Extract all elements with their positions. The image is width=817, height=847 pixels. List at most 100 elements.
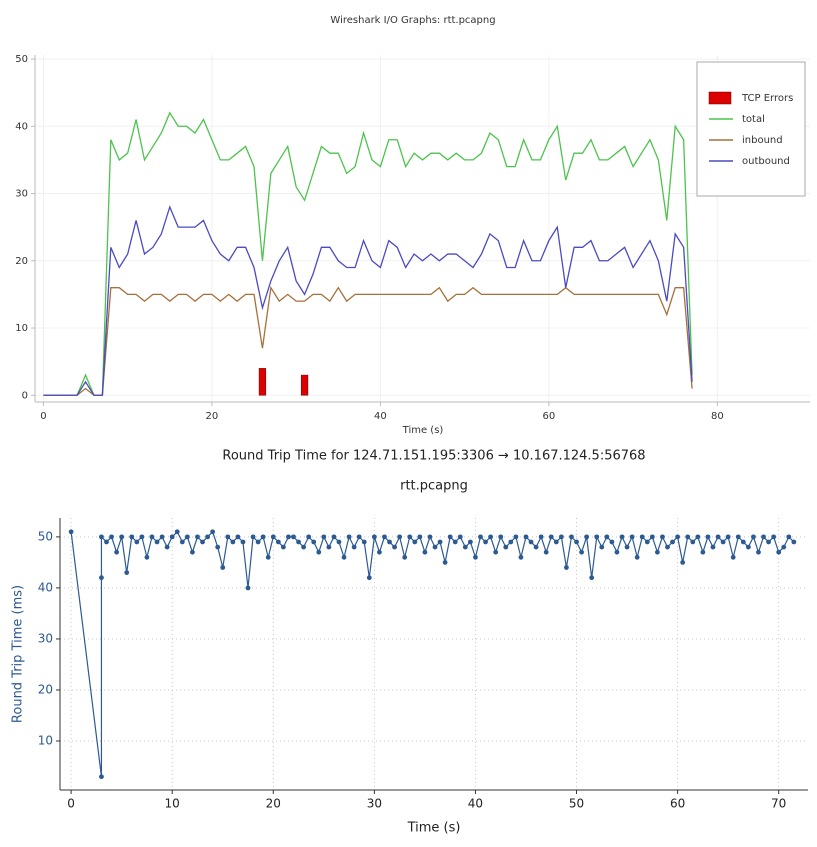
data-point xyxy=(756,549,761,555)
y-tick-label: 30 xyxy=(38,631,53,645)
data-point xyxy=(665,544,670,550)
data-point xyxy=(740,539,746,545)
data-point xyxy=(745,544,751,550)
data-point xyxy=(604,534,610,540)
x-tick-label: 60 xyxy=(542,411,555,422)
data-point xyxy=(695,534,701,540)
series-line xyxy=(43,205,693,396)
data-point xyxy=(316,549,322,555)
x-tick-label: 50 xyxy=(569,797,584,811)
data-point xyxy=(306,534,312,540)
x-axis-label: Time (s) xyxy=(407,821,461,836)
data-point xyxy=(584,534,590,540)
data-point xyxy=(619,534,625,540)
data-point xyxy=(169,534,175,540)
x-axis-label: Time (s) xyxy=(402,425,444,436)
data-point xyxy=(442,559,448,565)
data-point xyxy=(265,554,271,560)
data-point xyxy=(766,539,771,545)
data-point xyxy=(412,539,418,545)
y-tick-label: 40 xyxy=(15,121,28,132)
data-point xyxy=(513,534,519,540)
x-tick-label: 10 xyxy=(165,797,180,811)
data-point xyxy=(356,534,362,540)
data-point xyxy=(215,544,221,550)
y-tick-label: 20 xyxy=(38,682,53,696)
data-point xyxy=(538,534,544,540)
data-point xyxy=(341,554,347,560)
data-point xyxy=(99,575,104,581)
data-point xyxy=(528,539,534,545)
data-point xyxy=(179,539,185,545)
legend-label: total xyxy=(742,114,765,125)
data-point xyxy=(417,534,423,540)
data-point xyxy=(250,534,256,540)
y-tick-label: 30 xyxy=(15,189,28,200)
data-point xyxy=(518,554,524,560)
data-point xyxy=(629,534,635,540)
data-point xyxy=(190,549,195,555)
data-point xyxy=(432,544,438,550)
data-point xyxy=(786,534,792,540)
data-point xyxy=(427,534,433,540)
data-point xyxy=(144,554,150,560)
data-point xyxy=(68,529,74,535)
data-point xyxy=(473,554,478,560)
data-point xyxy=(594,534,600,540)
data-point xyxy=(99,774,104,780)
data-point xyxy=(230,539,236,545)
data-point xyxy=(462,544,468,550)
io-graph: Wireshark I/O Graphs: rtt.pcapng Time (s… xyxy=(15,15,810,436)
data-point xyxy=(670,539,675,545)
data-point xyxy=(366,575,372,581)
data-point xyxy=(715,534,721,540)
data-point xyxy=(346,534,352,540)
x-tick-label: 0 xyxy=(40,411,46,422)
data-point xyxy=(119,534,125,540)
data-point xyxy=(210,529,216,535)
data-point xyxy=(331,534,337,540)
data-point xyxy=(382,534,387,540)
data-point xyxy=(690,539,696,545)
data-point xyxy=(174,529,180,535)
data-point xyxy=(225,534,231,540)
data-point xyxy=(361,539,367,545)
data-point xyxy=(124,570,130,576)
data-point xyxy=(614,549,620,555)
data-point xyxy=(164,544,170,550)
data-point xyxy=(275,539,281,545)
data-point xyxy=(114,549,120,555)
data-point xyxy=(260,534,266,540)
data-point xyxy=(503,544,509,550)
data-point xyxy=(407,534,413,540)
chart-subtitle: rtt.pcapng xyxy=(400,479,468,494)
legend-box xyxy=(696,61,806,197)
data-point xyxy=(452,539,458,545)
data-point xyxy=(644,539,650,545)
data-point xyxy=(533,544,539,550)
data-point xyxy=(654,549,660,555)
bar xyxy=(258,368,267,396)
legend-swatch xyxy=(708,91,732,105)
data-point xyxy=(488,534,494,540)
data-point xyxy=(548,534,554,540)
data-point xyxy=(336,539,342,545)
data-point xyxy=(326,544,332,550)
data-point xyxy=(296,539,301,545)
x-tick-label: 20 xyxy=(206,411,219,422)
y-tick-label: 0 xyxy=(22,390,28,401)
data-point xyxy=(751,534,756,540)
data-point xyxy=(184,534,190,540)
chart-title: Round Trip Time for 124.71.151.195:3306 … xyxy=(222,449,645,464)
x-tick-label: 70 xyxy=(771,797,786,811)
data-point xyxy=(286,534,291,540)
data-point xyxy=(311,539,317,545)
data-point xyxy=(508,539,514,545)
y-tick-label: 20 xyxy=(15,256,28,267)
data-point xyxy=(397,534,403,540)
data-point xyxy=(387,539,392,545)
data-point xyxy=(104,539,109,545)
data-point xyxy=(392,544,397,550)
